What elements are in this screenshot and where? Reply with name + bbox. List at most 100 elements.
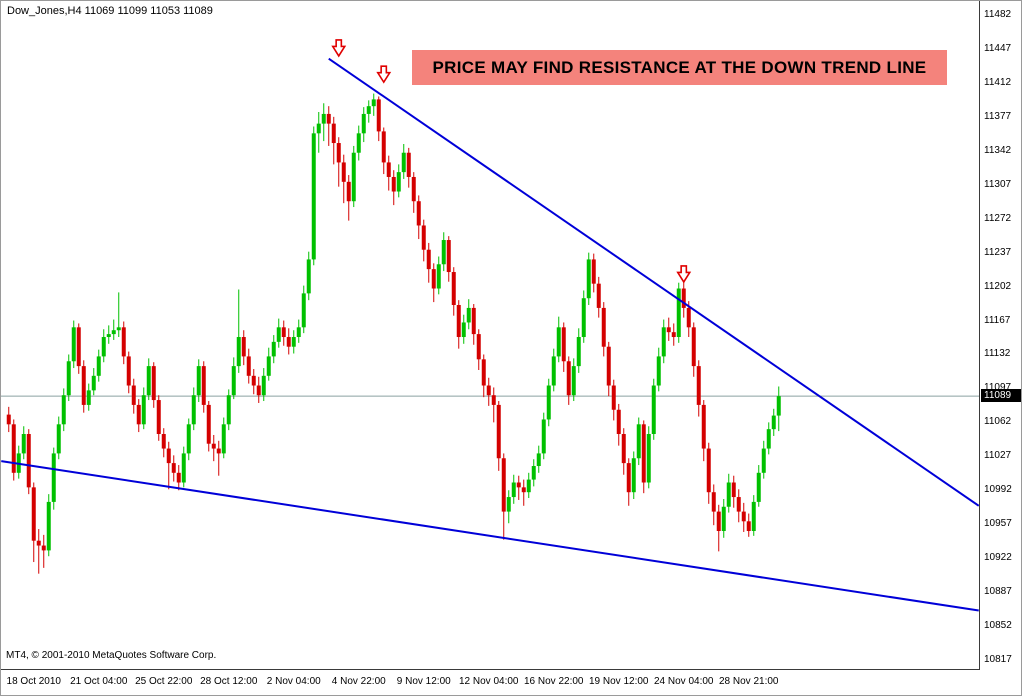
candle-body xyxy=(716,511,721,531)
candle-body xyxy=(541,419,546,454)
price-axis-label: 10957 xyxy=(984,518,1012,530)
price-axis-label: 11237 xyxy=(984,246,1012,258)
candle-body xyxy=(146,366,151,396)
candle-body xyxy=(406,152,411,177)
lower-down-trend-line xyxy=(1,460,979,612)
candle-body xyxy=(141,395,146,425)
candle-body xyxy=(51,453,56,502)
candle-body xyxy=(451,272,456,306)
candle-body xyxy=(766,429,771,449)
candle-body xyxy=(166,448,171,464)
time-axis-label: 19 Nov 12:00 xyxy=(589,676,649,687)
candle-body xyxy=(261,375,266,396)
candle-body xyxy=(396,172,401,192)
candle-body xyxy=(151,366,156,401)
candle-body xyxy=(96,356,101,376)
copyright-text: MT4, © 2001-2010 MetaQuotes Software Cor… xyxy=(6,650,217,661)
candle-body xyxy=(506,497,511,512)
candle-body xyxy=(301,293,306,328)
candle-body xyxy=(596,283,601,308)
candle-body xyxy=(221,424,226,454)
price-axis-label: 11377 xyxy=(984,110,1012,122)
candle-body xyxy=(491,395,496,405)
down-arrow-icon xyxy=(331,39,347,58)
candle-body xyxy=(26,434,31,488)
candle-body xyxy=(386,162,391,177)
candle-body xyxy=(391,176,396,192)
candle-body xyxy=(46,501,51,551)
candle-body xyxy=(281,327,286,338)
candle-body xyxy=(701,404,706,449)
candle-body xyxy=(496,404,501,459)
candle-body xyxy=(711,492,716,512)
price-axis-label: 11027 xyxy=(984,450,1012,462)
price-axis-label: 11412 xyxy=(984,76,1012,88)
candle-body xyxy=(776,396,781,416)
candle-body xyxy=(116,327,121,331)
candle-body xyxy=(271,341,276,357)
candle-body xyxy=(456,305,461,338)
candle-body xyxy=(561,327,566,362)
candle-body xyxy=(371,99,376,107)
candle-body xyxy=(476,334,481,360)
candle-body xyxy=(171,463,176,473)
candle-body xyxy=(756,472,761,502)
candle-body xyxy=(606,346,611,386)
candle-body xyxy=(691,327,696,367)
candle-body xyxy=(686,307,691,328)
current-price-tag: 11089 xyxy=(981,389,1021,403)
candle-body xyxy=(661,327,666,357)
candle-body xyxy=(431,269,436,289)
candle-body xyxy=(256,385,261,396)
candle-body xyxy=(411,176,416,202)
upper-down-trend-line xyxy=(328,57,979,507)
time-axis[interactable]: 18 Oct 2010 21 Oct 04:00 25 Oct 22:00 28 Oc… xyxy=(1,671,1021,695)
candle-body xyxy=(656,356,661,386)
candle-body xyxy=(161,434,166,449)
candle-body xyxy=(721,506,726,531)
candle-body xyxy=(751,501,756,531)
candle-body xyxy=(276,327,281,342)
price-axis[interactable]: 11089 11482 11447 11412 11377 11342 11307 1127… xyxy=(981,1,1021,670)
candle-body xyxy=(466,307,471,323)
price-axis-label: 11272 xyxy=(984,212,1012,224)
price-axis-label: 11062 xyxy=(984,416,1012,428)
price-axis-label: 10852 xyxy=(984,620,1012,632)
candle-body xyxy=(136,404,141,425)
candle-body xyxy=(471,307,476,335)
candlestick-plot xyxy=(1,39,979,612)
candle-body xyxy=(771,415,776,430)
candle-body xyxy=(61,395,66,425)
down-arrow-icon xyxy=(676,265,692,284)
candle-body xyxy=(361,113,366,134)
candle-body xyxy=(351,152,356,202)
candle-body xyxy=(576,337,581,367)
candle-body xyxy=(341,162,346,182)
time-axis-label: 24 Nov 04:00 xyxy=(654,676,714,687)
candle-body xyxy=(251,375,256,386)
candle-body xyxy=(601,307,606,347)
chart-area[interactable]: Dow_Jones,H4 11069 11099 11053 11089 PRI… xyxy=(1,1,980,670)
candle-body xyxy=(631,458,636,493)
candle-body xyxy=(201,366,206,405)
candle-body xyxy=(641,424,646,483)
candle-body xyxy=(291,337,296,347)
candle-body xyxy=(521,487,526,493)
price-axis-label: 11482 xyxy=(984,9,1012,20)
annotation-banner: PRICE MAY FIND RESISTANCE AT THE DOWN TR… xyxy=(412,50,947,85)
candle-body xyxy=(501,458,506,512)
candle-body xyxy=(31,487,36,541)
candle-body xyxy=(591,259,596,284)
candle-body xyxy=(616,409,621,435)
candle-body xyxy=(581,298,586,338)
candle-body xyxy=(366,106,371,114)
candle-body xyxy=(696,366,701,405)
time-axis-label: 21 Oct 04:00 xyxy=(70,676,128,687)
candle-body xyxy=(126,356,131,386)
candle-body xyxy=(286,337,291,347)
candle-body xyxy=(131,385,136,405)
candle-body xyxy=(21,434,26,454)
time-axis-label: 25 Oct 22:00 xyxy=(135,676,193,687)
candle-body xyxy=(511,482,516,498)
